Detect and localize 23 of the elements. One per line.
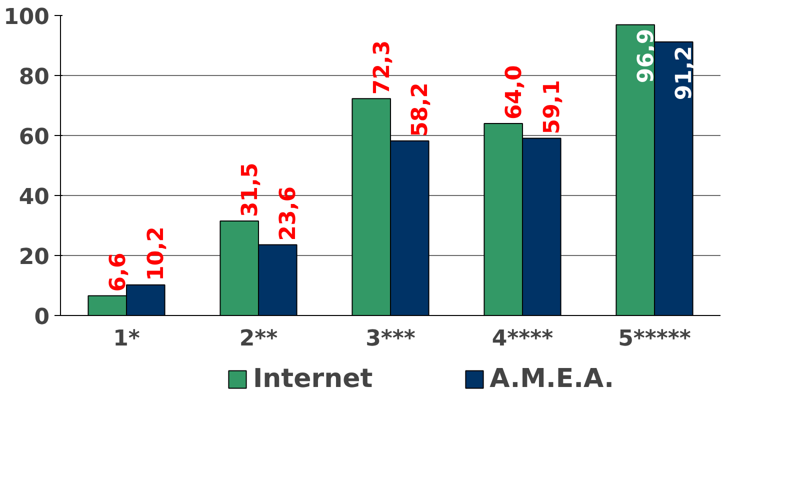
data-label: 96,9 [634,28,659,84]
data-label: 6,6 [106,252,131,292]
x-tick-label: 5***** [618,326,692,352]
x-tick-label: 1* [113,326,140,352]
y-tick-label: 0 [34,305,50,330]
y-tick-label: 100 [4,5,50,30]
data-label: 31,5 [238,162,263,217]
data-label: 91,2 [672,46,698,100]
data-label: 23,6 [276,186,302,241]
x-tick-label: 4**** [492,326,554,352]
data-label: 64,0 [502,65,527,120]
y-tick-label: 20 [18,245,50,270]
y-tick-label: 80 [18,65,50,90]
x-tick-label: 3*** [366,326,416,352]
x-tick-label: 2** [239,326,278,352]
data-label: 59,1 [540,80,566,134]
data-label: 58,2 [408,82,434,137]
legend-label: Internet [253,364,373,394]
data-label: 72,3 [370,40,395,95]
y-tick-label: 60 [18,125,50,150]
data-label: 10,2 [144,226,170,281]
legend-label: A.M.E.A. [490,364,614,394]
y-tick-label: 40 [18,185,50,210]
